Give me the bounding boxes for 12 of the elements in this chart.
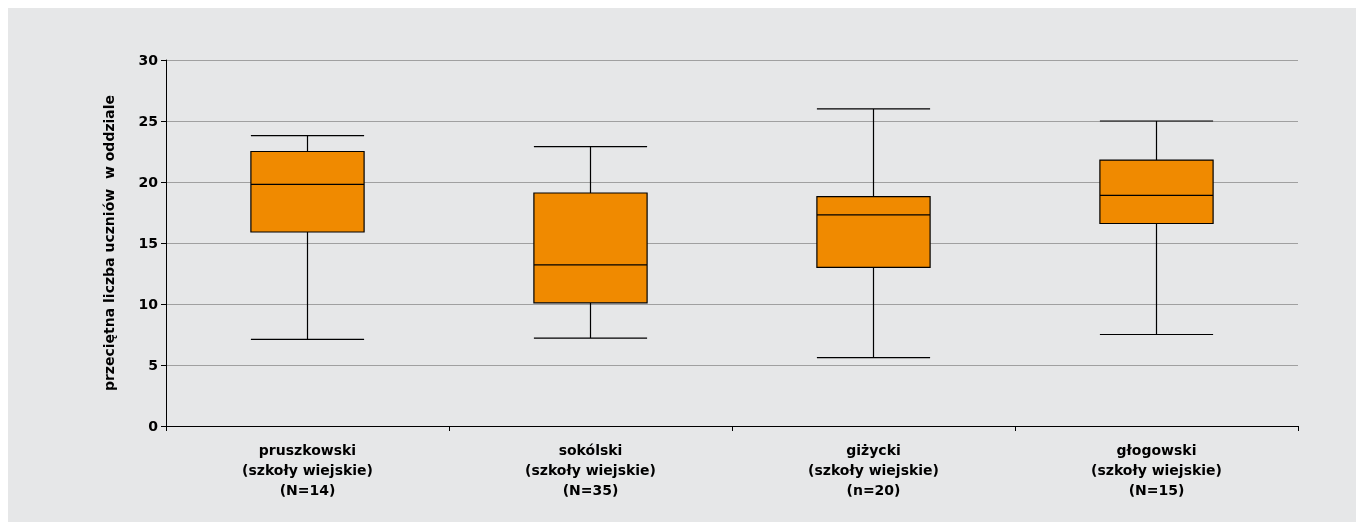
y-tick-label: 30 — [138, 52, 159, 68]
x-tick-label: głogowski (szkoły wiejskie) (N=15) — [1091, 442, 1222, 498]
y-tick-label: 25 — [138, 113, 158, 129]
x-tick-label: pruszkowski (szkoły wiejskie) (N=14) — [242, 442, 373, 498]
y-tick-label: 15 — [138, 235, 158, 251]
y-axis-title: przeciętna liczba uczniów w oddziale — [101, 94, 117, 392]
x-tick-label: giżycki (szkoły wiejskie) (n=20) — [808, 442, 939, 498]
y-tick-label: 20 — [138, 174, 159, 190]
y-tick-label: 5 — [148, 357, 158, 373]
y-tick-label: 10 — [138, 296, 159, 312]
y-tick-label: 0 — [148, 418, 159, 434]
x-tick-label: sokólski (szkoły wiejskie) (N=35) — [525, 442, 656, 498]
